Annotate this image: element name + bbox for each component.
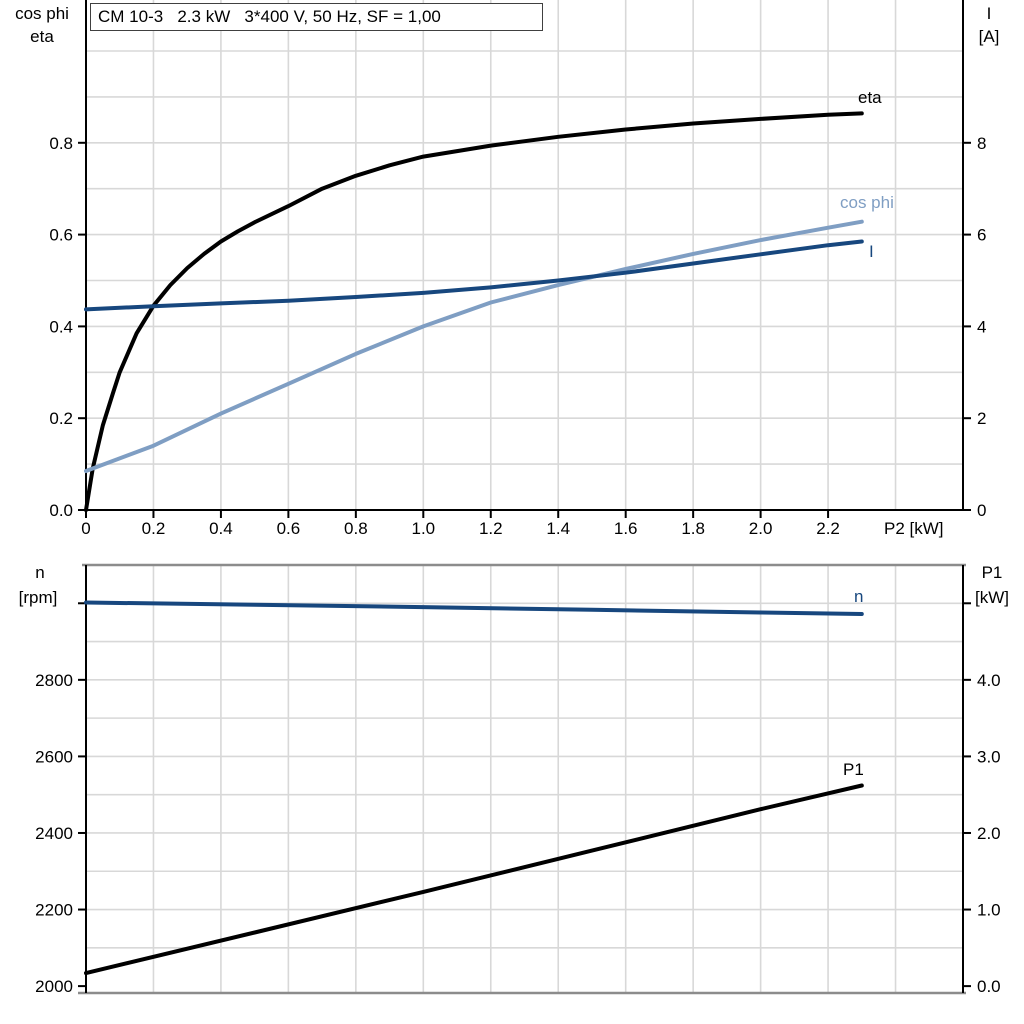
x-tick-label: 1.0 <box>411 519 435 538</box>
top-chart-left-axis-title-line2: eta <box>30 27 54 46</box>
x-tick-label: 1.8 <box>681 519 705 538</box>
left-tick-label: 2600 <box>35 747 73 766</box>
x-tick-label: 2.0 <box>749 519 773 538</box>
top-chart-left-axis-title-line1: cos phi <box>15 4 69 23</box>
left-tick-label: 0.8 <box>49 134 73 153</box>
right-tick-label: 2 <box>977 409 986 428</box>
left-tick-label: 2400 <box>35 824 73 843</box>
bottom-chart-left-axis-title-line1: n <box>35 563 45 582</box>
x-tick-label: 0.2 <box>142 519 166 538</box>
series-curve-P1 <box>84 783 864 976</box>
series-curve-eta <box>84 111 864 512</box>
bottom-chart-right-axis-title-line2: [kW] <box>975 588 1009 607</box>
x-tick-label: 0.8 <box>344 519 368 538</box>
top-chart-right-axis-title-line2: [A] <box>978 27 1000 46</box>
left-tick-label: 0.4 <box>49 317 73 336</box>
right-tick-label: 8 <box>977 134 986 153</box>
left-tick-label: 2000 <box>35 977 73 996</box>
curve-label-eta: eta <box>858 88 882 107</box>
left-tick-label: 2800 <box>35 671 73 690</box>
right-tick-label: 6 <box>977 226 986 245</box>
series-curve-cos-phi <box>84 219 864 473</box>
left-tick-label: 0.0 <box>49 501 73 520</box>
right-tick-label: 4.0 <box>977 671 1001 690</box>
curve-label-p1: P1 <box>843 760 864 779</box>
x-tick-label: 0.4 <box>209 519 233 538</box>
curve-label-current: I <box>869 242 874 261</box>
x-tick-label: 2.2 <box>816 519 840 538</box>
x-tick-label: 0 <box>81 519 90 538</box>
left-tick-label: 0.6 <box>49 226 73 245</box>
right-tick-label: 4 <box>977 317 986 336</box>
bottom-chart-right-axis-title-line1: P1 <box>981 563 1003 582</box>
right-tick-label: 2.0 <box>977 824 1001 843</box>
curve-label-cos-phi: cos phi <box>840 193 894 212</box>
chart-title-box: CM 10-3 2.3 kW 3*400 V, 50 Hz, SF = 1,00 <box>90 3 543 31</box>
curve-label-speed: n <box>854 587 864 606</box>
x-tick-label: 0.6 <box>277 519 301 538</box>
x-tick-label: 1.2 <box>479 519 503 538</box>
bottom-chart-left-axis-title-line2: [rpm] <box>18 588 58 607</box>
top-chart-right-axis-title-line1: I <box>986 4 992 23</box>
right-tick-label: 3.0 <box>977 747 1001 766</box>
left-tick-label: 0.2 <box>49 409 73 428</box>
right-tick-label: 0.0 <box>977 977 1001 996</box>
right-tick-label: 1.0 <box>977 901 1001 920</box>
x-tick-label: 1.4 <box>546 519 570 538</box>
x-tick-label: 1.6 <box>614 519 638 538</box>
series-curve-n <box>84 600 864 616</box>
right-tick-label: 0 <box>977 501 986 520</box>
top-chart-x-axis-label: P2 [kW] <box>884 519 944 538</box>
series-curve-I <box>84 239 864 312</box>
left-tick-label: 2200 <box>35 901 73 920</box>
